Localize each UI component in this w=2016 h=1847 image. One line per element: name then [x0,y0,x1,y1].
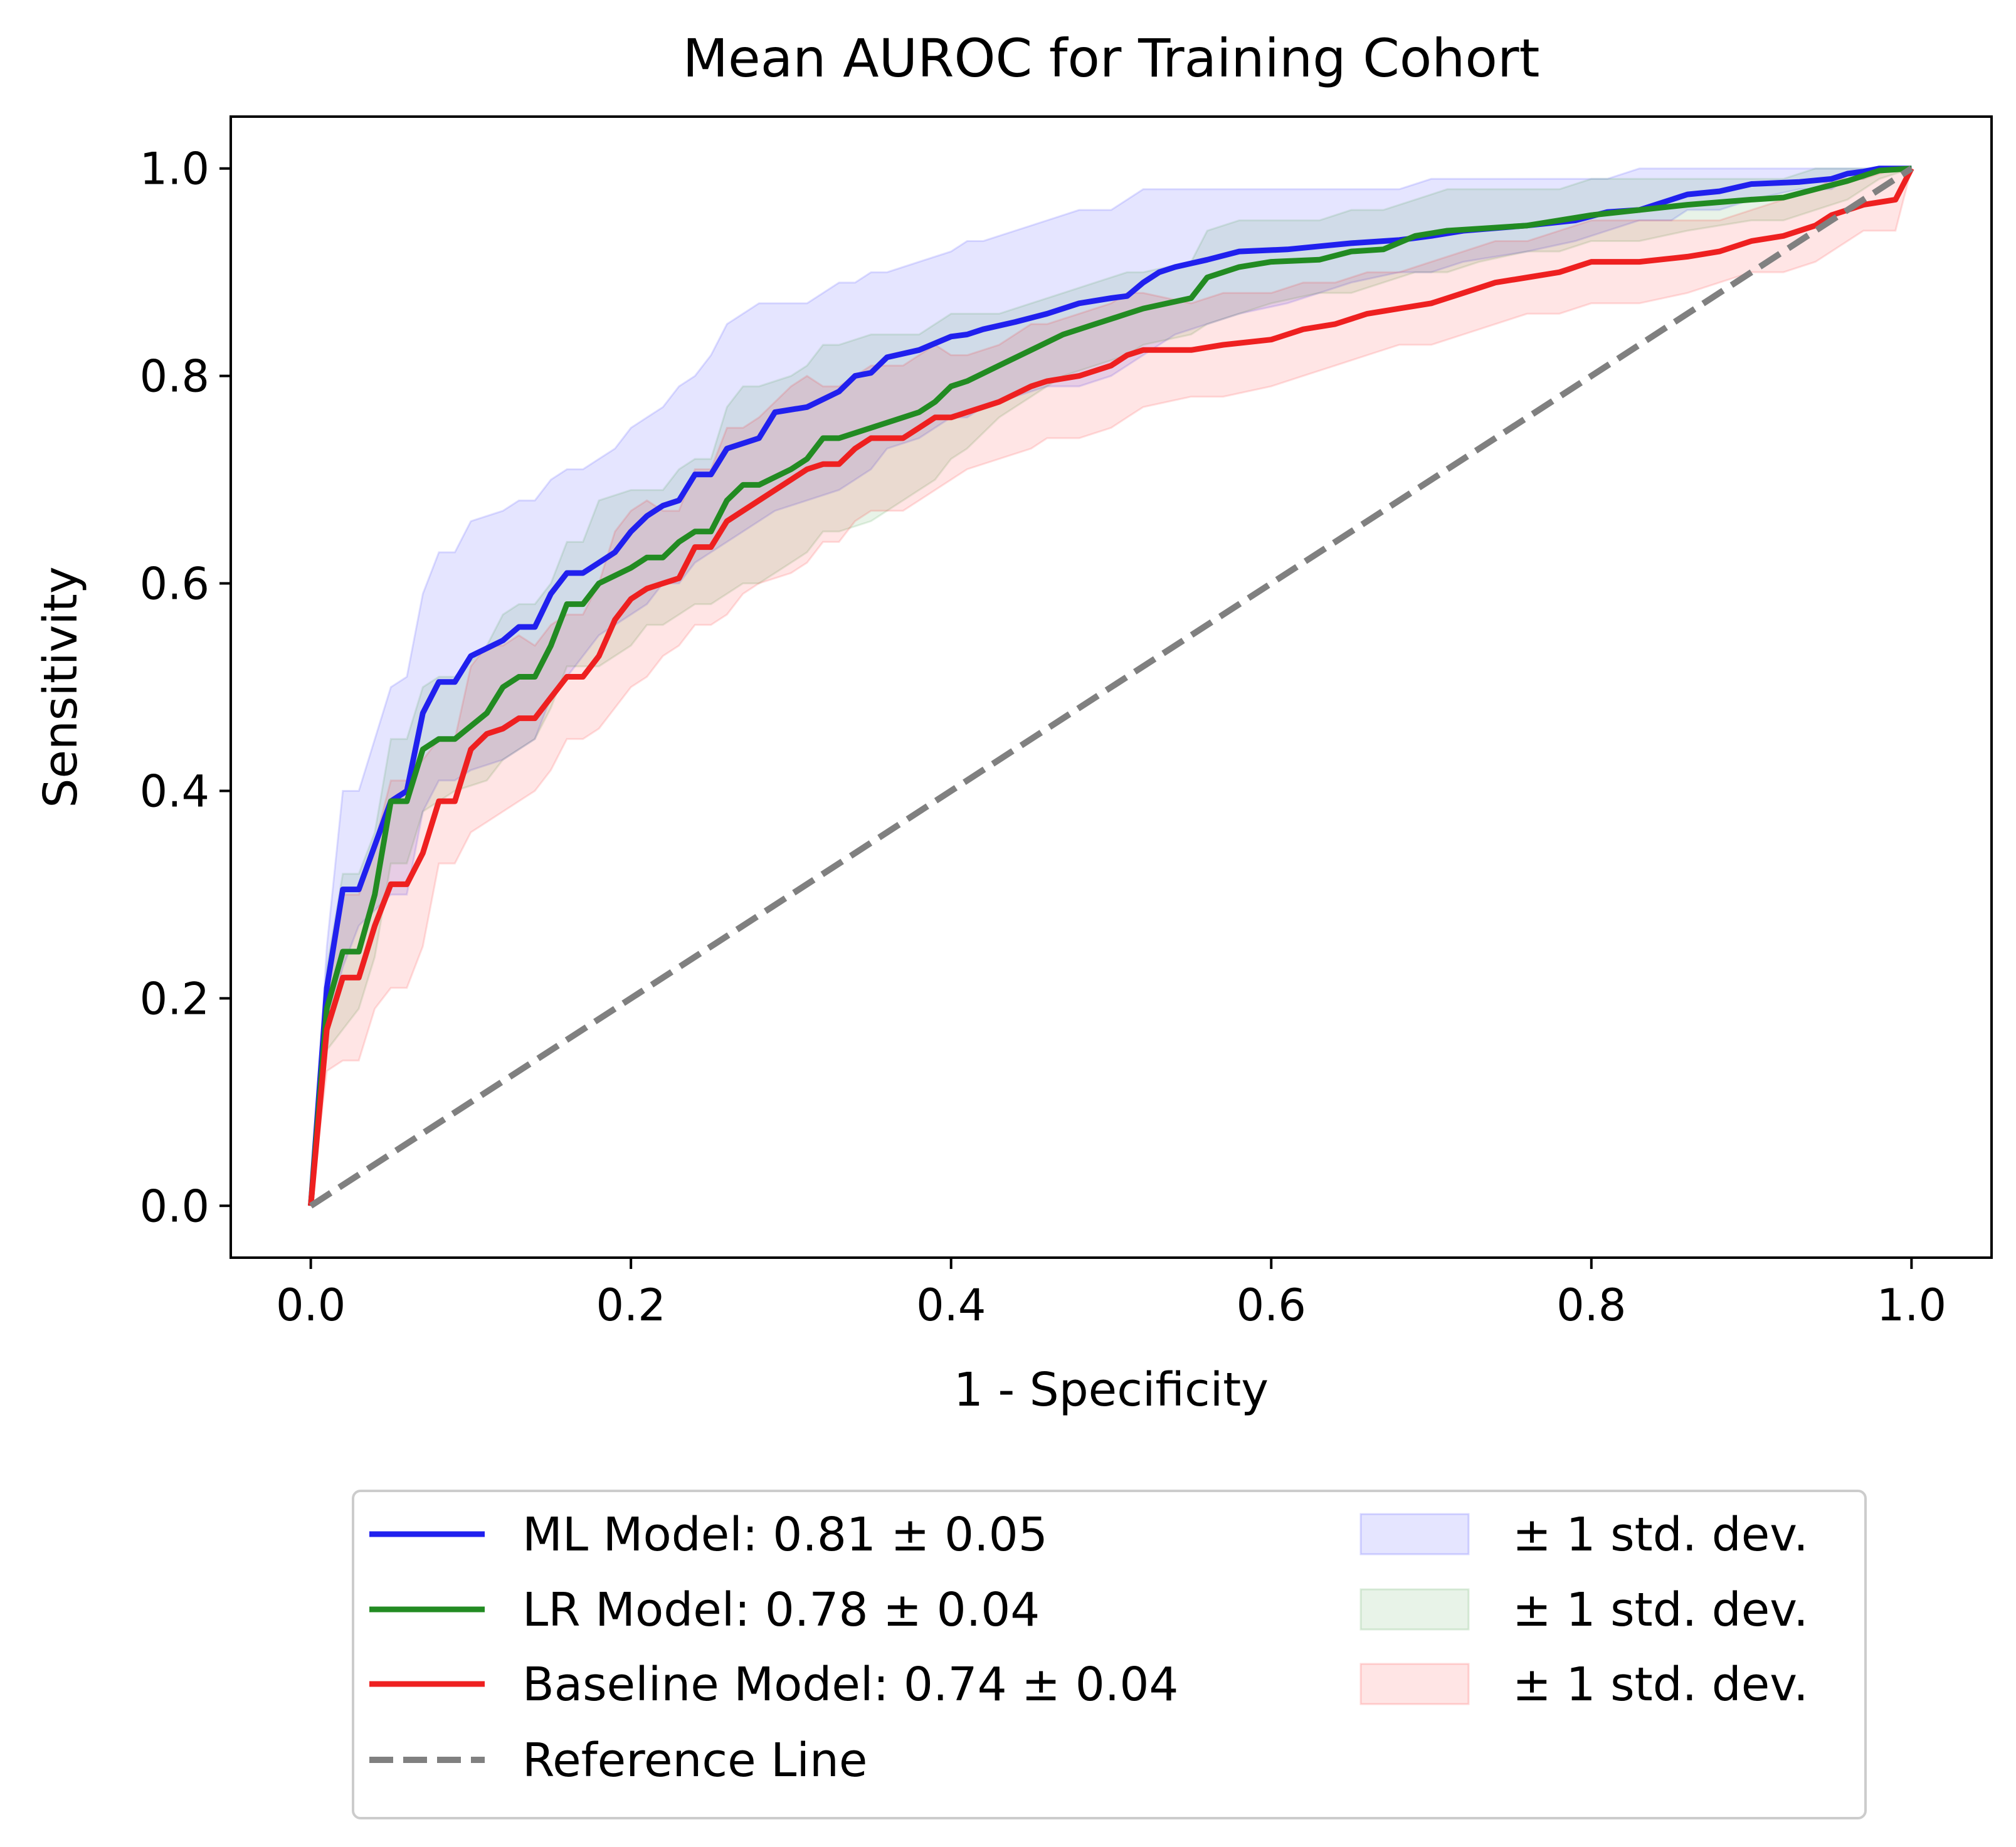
plot-area-frame [230,115,1993,1259]
x-tick-label: 1.0 [1877,1280,1946,1331]
y-tick-label: 0.0 [140,1181,209,1232]
y-axis-label: Sensitivity [34,566,88,808]
legend-band-label-1: ± 1 std. dev. [1512,1508,1808,1562]
legend: ML Model: 0.81 ± 0.05 LR Model: 0.78 ± 0.… [352,1490,1867,1819]
chart-title: Mean AUROC for Training Cohort [683,28,1540,89]
y-tick-label: 0.6 [140,559,209,610]
legend-band-label-2: ± 1 std. dev. [1512,1583,1808,1637]
series-line-reference-line [309,166,1914,1209]
legend-label-ml-model-0-81-0-05: ML Model: 0.81 ± 0.05 [522,1508,1048,1562]
x-tick-label: 0.2 [596,1280,666,1331]
legend-band-swatch-3 [1359,1663,1470,1705]
series-line-baseline-model-0-74-0-04 [308,167,1914,1206]
y-axis-ticks: 0.0 0.2 0.4 0.6 0.8 1.0 [140,144,231,1232]
x-tick-label: 0.6 [1237,1280,1306,1331]
y-tick-label: 0.2 [140,973,209,1024]
y-tick-label: 0.8 [140,351,209,403]
legend-label-baseline-model-0-74-0-04: Baseline Model: 0.74 ± 0.04 [522,1658,1178,1712]
y-tick-label: 1.0 [140,144,209,195]
std-band-1 [310,167,1912,1206]
legend-band-swatch-1 [1359,1513,1470,1555]
legend-items: ML Model: 0.81 ± 0.05 LR Model: 0.78 ± 0.… [369,1508,1808,1787]
x-tick-label: 0.8 [1556,1280,1626,1331]
legend-label-lr-model-0-78-0-04: LR Model: 0.78 ± 0.04 [522,1583,1040,1637]
series-line-lr-model-0-78-0-04 [308,166,1912,1206]
legend-box [352,1490,1867,1819]
series-lines [308,166,1914,1209]
x-tick-label: 0.4 [916,1280,986,1331]
legend-band-label-3: ± 1 std. dev. [1512,1658,1808,1712]
legend-label-reference-line: Reference Line [522,1734,867,1787]
legend-band-swatch-2 [1359,1588,1470,1631]
x-axis-ticks: 0.0 0.2 0.4 0.6 0.8 1.0 [276,1258,1946,1331]
y-tick-label: 0.4 [140,766,209,817]
x-axis-label: 1 - Specificity [954,1363,1269,1417]
x-tick-label: 0.0 [276,1280,346,1331]
